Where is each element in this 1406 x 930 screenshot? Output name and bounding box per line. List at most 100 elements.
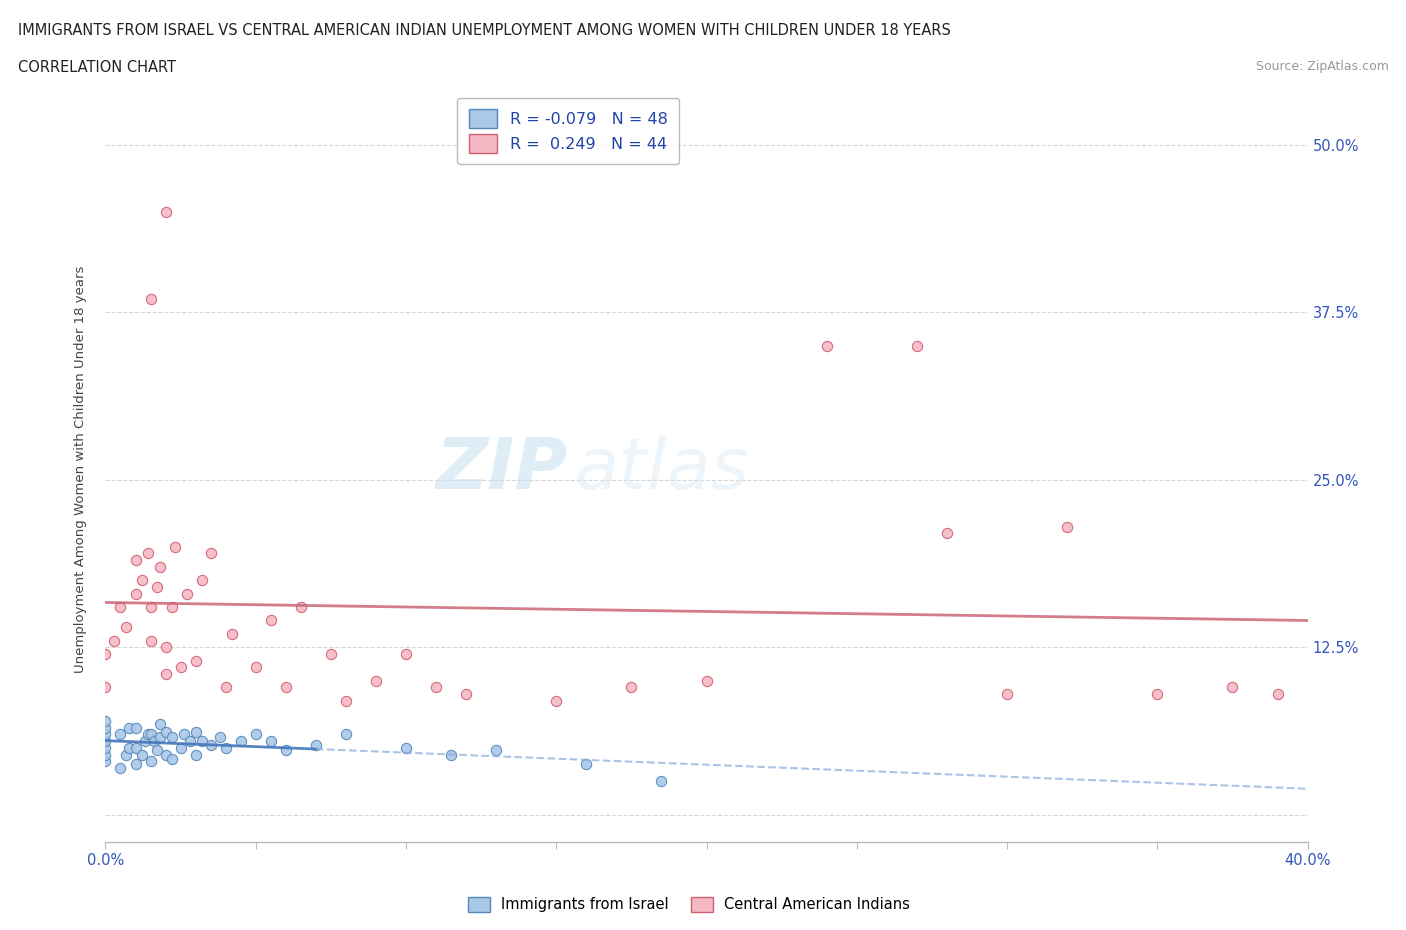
Point [124, 586, 146, 601]
Point [905, 339, 928, 353]
Point [163, 539, 186, 554]
Point [139, 633, 162, 648]
Point [124, 740, 146, 755]
Point [176, 586, 198, 601]
Point [173, 727, 195, 742]
Point [94, 720, 117, 735]
Point [145, 743, 167, 758]
Point [815, 339, 838, 353]
Point [214, 740, 236, 755]
Text: atlas: atlas [574, 435, 749, 504]
Point [94, 734, 117, 749]
Point [650, 774, 672, 789]
Text: ZIP: ZIP [436, 435, 568, 504]
Point [395, 646, 418, 661]
Text: IMMIGRANTS FROM ISRAEL VS CENTRAL AMERICAN INDIAN UNEMPLOYMENT AMONG WOMEN WITH : IMMIGRANTS FROM ISRAEL VS CENTRAL AMERIC… [18, 23, 950, 38]
Point [148, 730, 170, 745]
Point [155, 640, 177, 655]
Point [94, 727, 117, 742]
Point [160, 730, 183, 745]
Point [221, 627, 243, 642]
Point [546, 694, 568, 709]
Point [305, 737, 328, 752]
Point [145, 579, 167, 594]
Point [179, 734, 201, 749]
Point [142, 734, 165, 749]
Point [485, 743, 508, 758]
Point [260, 613, 283, 628]
Point [696, 673, 718, 688]
Point [290, 600, 312, 615]
Point [190, 734, 212, 749]
Point [118, 740, 141, 755]
Text: CORRELATION CHART: CORRELATION CHART [18, 60, 176, 75]
Point [124, 720, 146, 735]
Point [136, 727, 159, 742]
Point [214, 680, 236, 695]
Point [364, 673, 387, 688]
Point [131, 573, 153, 588]
Point [155, 667, 177, 682]
Point [184, 724, 207, 739]
Point [1267, 686, 1289, 701]
Point [155, 747, 177, 762]
Point [208, 730, 231, 745]
Point [115, 619, 138, 634]
Point [103, 633, 125, 648]
Point [131, 747, 153, 762]
Point [260, 734, 283, 749]
Point [229, 734, 252, 749]
Point [454, 686, 477, 701]
Point [94, 747, 117, 762]
Point [169, 660, 191, 675]
Point [200, 737, 222, 752]
Point [124, 756, 146, 771]
Point [620, 680, 643, 695]
Point [200, 546, 222, 561]
Point [115, 747, 138, 762]
Point [1146, 686, 1168, 701]
Point [94, 713, 117, 728]
Point [1222, 680, 1244, 695]
Point [274, 680, 297, 695]
Point [94, 740, 117, 755]
Point [1056, 519, 1078, 534]
Point [139, 727, 162, 742]
Point [425, 680, 447, 695]
Point [94, 680, 117, 695]
Point [160, 751, 183, 766]
Point [118, 720, 141, 735]
Text: Source: ZipAtlas.com: Source: ZipAtlas.com [1256, 60, 1389, 73]
Point [124, 552, 146, 567]
Point [575, 756, 598, 771]
Point [184, 653, 207, 668]
Point [155, 205, 177, 219]
Point [155, 724, 177, 739]
Point [936, 525, 959, 540]
Point [190, 573, 212, 588]
Point [94, 646, 117, 661]
Point [319, 646, 342, 661]
Legend: R = -0.079   N = 48, R =  0.249   N = 44: R = -0.079 N = 48, R = 0.249 N = 44 [457, 99, 679, 164]
Point [160, 600, 183, 615]
Point [148, 716, 170, 731]
Point [110, 727, 132, 742]
Point [134, 734, 156, 749]
Point [395, 740, 418, 755]
Point [335, 727, 357, 742]
Point [995, 686, 1018, 701]
Point [440, 747, 463, 762]
Point [245, 660, 267, 675]
Point [274, 743, 297, 758]
Point [110, 761, 132, 776]
Point [136, 546, 159, 561]
Legend: Immigrants from Israel, Central American Indians: Immigrants from Israel, Central American… [463, 891, 915, 918]
Point [110, 600, 132, 615]
Point [139, 291, 162, 306]
Point [139, 754, 162, 769]
Point [139, 600, 162, 615]
Point [94, 754, 117, 769]
Point [245, 727, 267, 742]
Y-axis label: Unemployment Among Women with Children Under 18 years: Unemployment Among Women with Children U… [75, 266, 87, 673]
Point [184, 747, 207, 762]
